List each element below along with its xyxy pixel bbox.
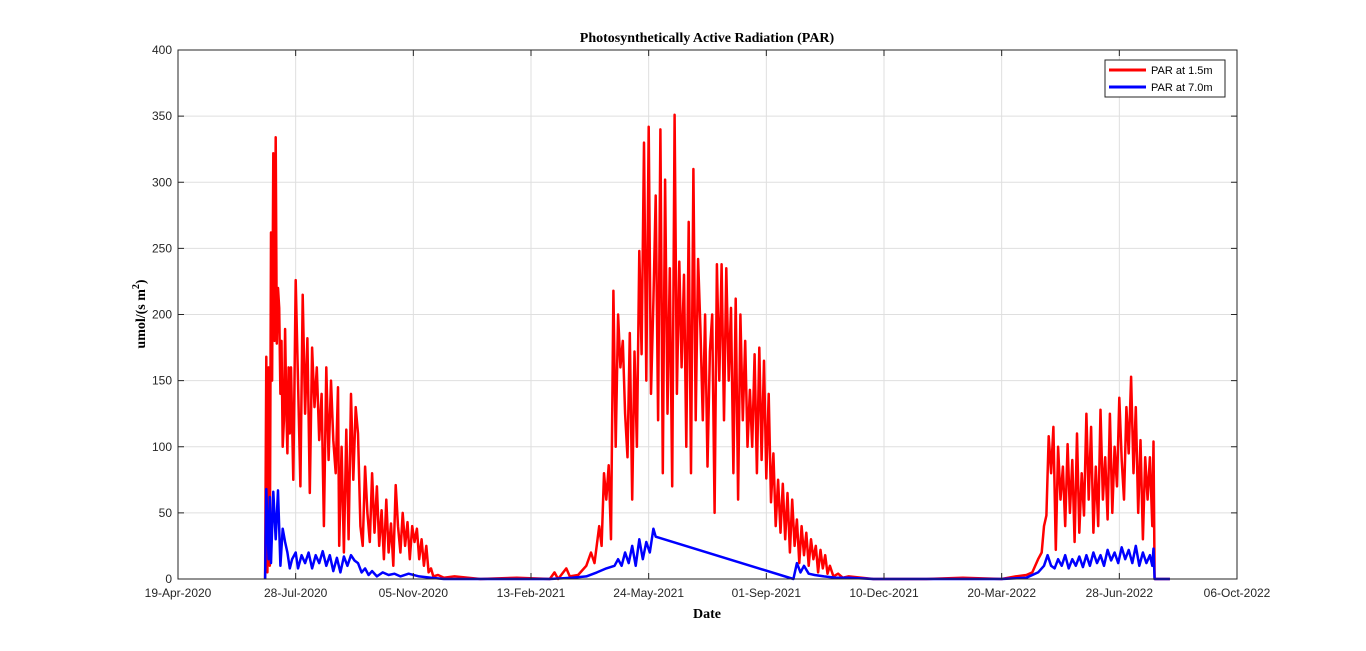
- x-axis-ticks: 19-Apr-2020 28-Jul-2020 05-Nov-2020 13-Feb-…: [145, 50, 1271, 600]
- x-tick-label: 13-Feb-2021: [497, 586, 566, 600]
- series-line-par-1-5: [263, 113, 1170, 581]
- y-tick-label: 0: [165, 572, 172, 586]
- y-tick-label: 100: [152, 440, 172, 454]
- legend-label-par-7-0: PAR at 7.0m: [1151, 82, 1213, 94]
- legend: PAR at 1.5m PAR at 7.0m: [1104, 59, 1226, 98]
- series-layer: [263, 113, 1170, 581]
- x-tick-label: 24-May-2021: [613, 586, 684, 600]
- x-tick-label: 20-Mar-2022: [967, 586, 1036, 600]
- x-tick-label: 10-Dec-2021: [849, 586, 919, 600]
- y-tick-label: 350: [152, 109, 172, 123]
- x-tick-label: 28-Jun-2022: [1086, 586, 1154, 600]
- y-tick-label: 50: [159, 506, 173, 520]
- y-tick-label: 200: [152, 308, 172, 322]
- y-tick-label: 150: [152, 374, 172, 388]
- y-tick-label: 400: [152, 43, 172, 57]
- y-axis-label-main: umol/(s m: [134, 289, 149, 349]
- x-tick-label: 06-Oct-2022: [1204, 586, 1271, 600]
- legend-box: [1104, 59, 1226, 98]
- x-tick-label: 28-Jul-2020: [264, 586, 328, 600]
- y-tick-label: 300: [152, 175, 172, 189]
- legend-label-par-1-5: PAR at 1.5m: [1151, 65, 1213, 77]
- chart-title: Photosynthetically Active Radiation (PAR…: [580, 31, 835, 46]
- x-tick-label: 05-Nov-2020: [379, 586, 449, 600]
- y-tick-label: 250: [152, 241, 172, 255]
- y-axis-label: umol/(s m2): [131, 279, 149, 349]
- x-axis-label: Date: [693, 607, 721, 622]
- x-tick-label: 01-Sep-2021: [732, 586, 802, 600]
- y-axis-ticks: 0 50 100 150 200 250 300 350 400: [152, 43, 1237, 586]
- grid-lines: [177, 49, 1238, 580]
- y-axis-label-superscript: 2: [131, 284, 142, 289]
- y-axis-label-suffix: ): [134, 279, 149, 284]
- x-tick-label: 19-Apr-2020: [145, 586, 212, 600]
- series-line-par-7-0: [263, 487, 1170, 581]
